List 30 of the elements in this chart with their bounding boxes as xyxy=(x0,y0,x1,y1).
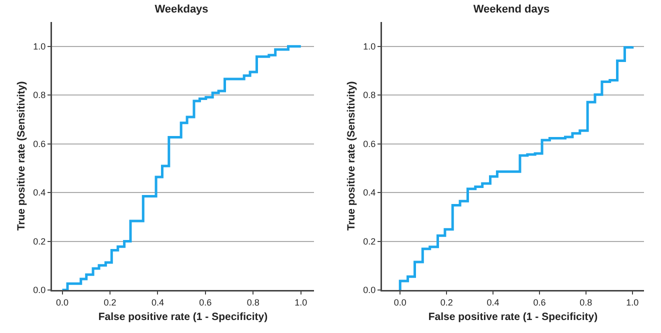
y-tick-label: 0.6 xyxy=(33,138,46,149)
y-tick-label: 0.8 xyxy=(363,90,376,100)
y-tick-label: 0.4 xyxy=(363,188,376,198)
y-tick-label: 0.2 xyxy=(33,236,46,246)
x-tick-label: 0.0 xyxy=(56,297,69,308)
y-tick-label: 0.8 xyxy=(33,90,46,100)
x-tick-label: 1.0 xyxy=(294,297,308,308)
y-tick-label: 0.0 xyxy=(33,285,46,296)
x-tick-label: 0.2 xyxy=(104,297,116,308)
y-tick-label: 0.6 xyxy=(363,138,376,149)
chart-title: Weekend days xyxy=(473,4,550,16)
x-tick-label: 1.0 xyxy=(626,297,639,308)
y-tick-label: 1.0 xyxy=(363,42,376,52)
y-tick-label: 0.4 xyxy=(33,188,46,198)
x-tick-label: 0.2 xyxy=(440,297,453,308)
x-axis-title: False positive rate (1 - Specificity) xyxy=(98,310,268,323)
y-tick-label: 0.2 xyxy=(363,236,376,246)
x-tick-label: 0.4 xyxy=(151,297,164,308)
y-tick-label: 1.0 xyxy=(33,42,46,52)
y-tick-label: 0.0 xyxy=(363,285,376,296)
y-axis-title: True positive rate (Sensitivity) xyxy=(345,81,358,231)
x-tick-label: 0.8 xyxy=(246,297,260,308)
x-tick-label: 0.0 xyxy=(394,297,406,308)
x-tick-label: 0.4 xyxy=(486,297,500,308)
x-tick-label: 0.8 xyxy=(580,297,592,308)
x-tick-label: 0.6 xyxy=(533,297,546,308)
x-axis-title: False positive rate (1 - Specificity) xyxy=(428,310,598,323)
y-axis-title: True positive rate (Sensitivity) xyxy=(15,81,28,231)
x-tick-label: 0.6 xyxy=(199,297,212,308)
chart-title: Weekdays xyxy=(154,4,208,16)
